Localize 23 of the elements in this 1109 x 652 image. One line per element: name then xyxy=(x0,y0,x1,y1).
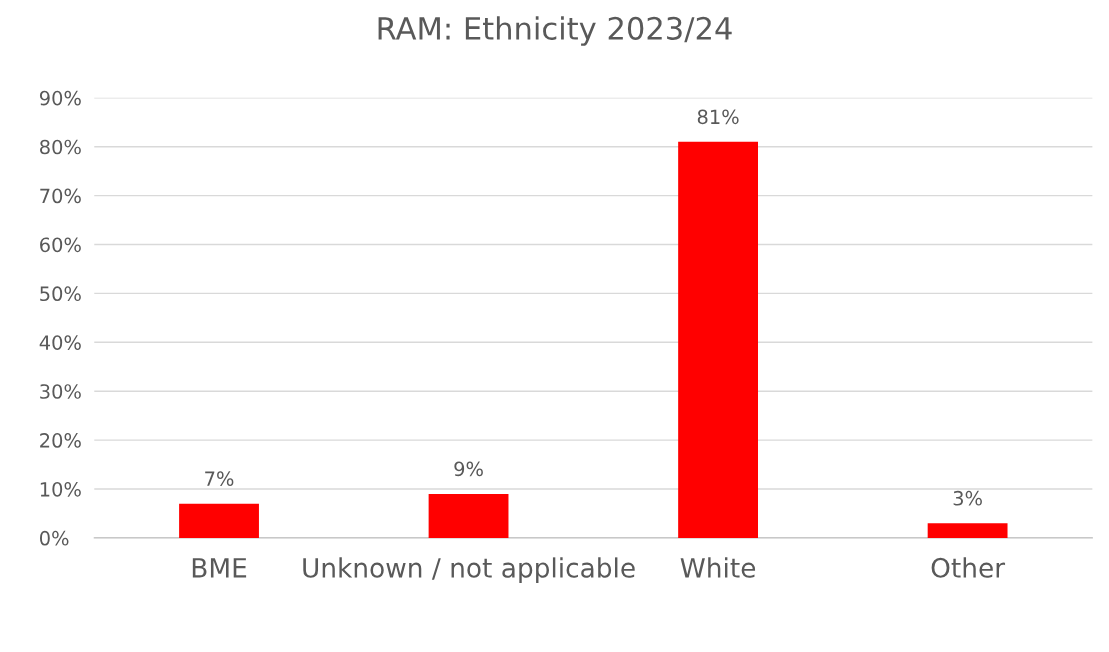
y-tick-label: 70% xyxy=(40,188,81,204)
data-label: 9% xyxy=(454,461,483,477)
bar xyxy=(428,493,509,538)
chart-title: RAM: Ethnicity 2023/24 xyxy=(378,16,732,46)
y-tick-label: 60% xyxy=(40,237,81,253)
y-tick-label: 80% xyxy=(40,139,81,155)
x-tick-label: White xyxy=(680,557,756,578)
x-tick-label: Unknown / not applicable xyxy=(303,557,635,583)
y-tick-label: 30% xyxy=(40,384,81,399)
y-tick-label: 40% xyxy=(39,335,81,350)
data-label: 7% xyxy=(205,471,234,487)
y-tick-label: 10% xyxy=(40,481,81,497)
bar xyxy=(179,503,259,538)
y-tick-label: 50% xyxy=(40,286,81,302)
data-label: 3% xyxy=(953,490,982,506)
y-tick-label: 90% xyxy=(39,90,81,106)
y-tick-label: 0% xyxy=(39,530,69,546)
x-tick-label: BME xyxy=(192,558,247,578)
bar xyxy=(927,523,1008,538)
bar xyxy=(678,141,758,538)
x-tick-label: Other xyxy=(931,557,1006,578)
data-label: 81% xyxy=(697,109,739,125)
y-tick-label: 20% xyxy=(40,433,81,448)
